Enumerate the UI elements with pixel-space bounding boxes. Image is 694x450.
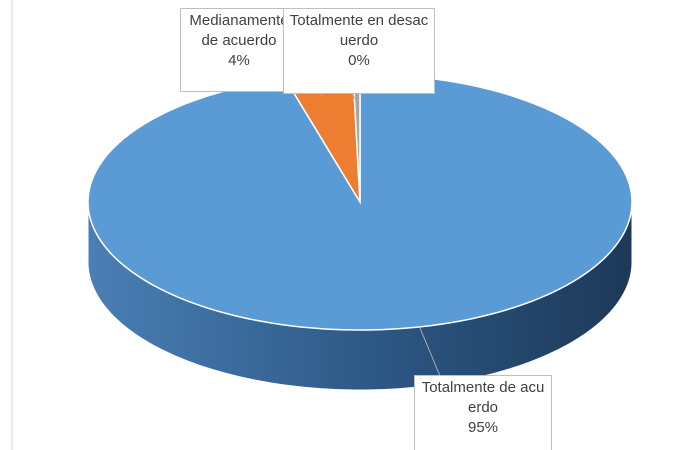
leader-line [419,327,441,377]
label-name: Totalmente en desacuerdo [289,12,429,49]
label-name: Totalmente de acuerdo [421,379,545,416]
leader-line [351,93,357,101]
label-value: 4% [228,52,250,69]
data-label: Medianamente de acuerdo 4% [180,8,298,92]
data-label: Totalmente en desacuerdo 0% [283,8,435,94]
label-value: 0% [348,52,370,69]
label-value: 95% [467,419,499,436]
data-label: Totalmente de acuerdo 95% [414,375,552,450]
label-name: Medianamente de acuerdo [189,12,289,49]
